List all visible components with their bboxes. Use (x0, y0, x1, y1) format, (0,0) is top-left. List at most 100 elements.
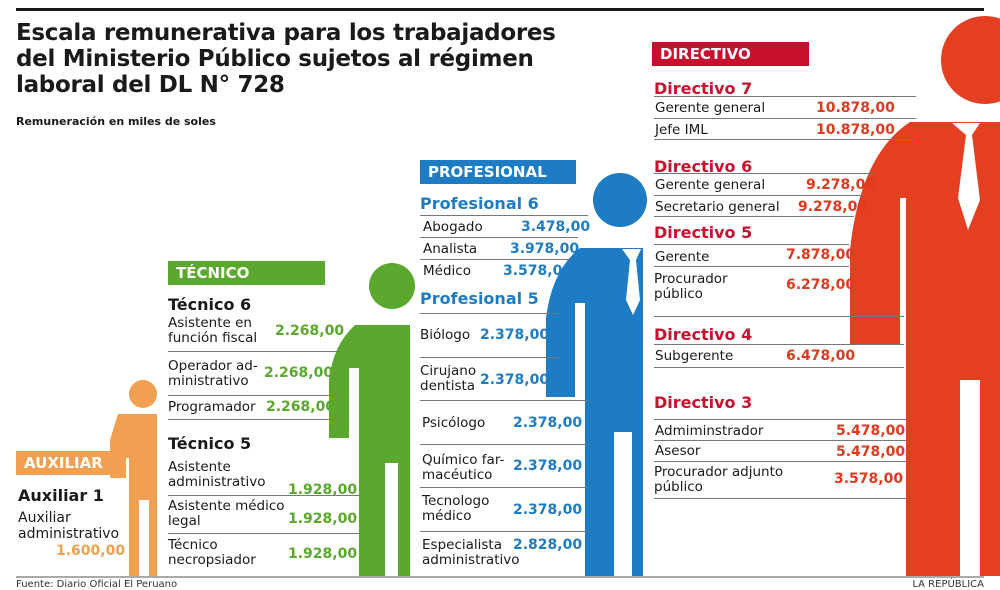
table-row: Abogado 3.478,00 (420, 215, 590, 235)
auxiliar-1-title: Auxiliar 1 (18, 486, 104, 505)
table-row: Químico far-macéutico 2.378,00 (420, 444, 588, 483)
subtitle: Remuneración en miles de soles (16, 115, 216, 128)
role-label: Biólogo (420, 327, 471, 343)
role-label: Gerente (655, 249, 710, 265)
table-row: Subgerente 6.478,00 (654, 344, 904, 364)
directivo-3-title: Directivo 3 (654, 393, 753, 412)
auxiliar-banner: AUXILIAR (16, 451, 116, 475)
tecnico-6-title: Técnico 6 (168, 295, 252, 314)
role-label: Cirujano dentista (420, 363, 477, 394)
role-label: Procurador adjunto público (654, 464, 784, 495)
table-row: Jefe IML 10.878,00 (654, 118, 916, 138)
row-divider (168, 419, 340, 420)
role-label: Asistente médico legal (168, 498, 285, 529)
salary-value: 1.928,00 (288, 482, 358, 498)
role-label: Admiminstrador (655, 423, 764, 439)
table-row: Asesor 5.478,00 (654, 440, 906, 460)
table-row: Especialista administrativo 2.828,00 (420, 531, 588, 568)
role-label: Abogado (423, 219, 483, 235)
salary-value: 5.478,00 (836, 444, 906, 460)
salary-value: 7.878,00 (786, 247, 856, 263)
salary-value: 10.878,00 (816, 100, 895, 116)
publisher-brand: LA REPÚBLICA (912, 579, 984, 590)
salary-value: 6.278,00 (786, 277, 856, 293)
table-row: Psicólogo 2.378,00 (420, 400, 588, 431)
salary-value: 2.378,00 (513, 458, 583, 474)
salary-value: 10.878,00 (816, 122, 895, 138)
salary-value: 2.828,00 (513, 537, 583, 553)
salary-value: 3.478,00 (521, 219, 591, 235)
salary-value: 2.268,00 (264, 365, 334, 381)
salary-value: 2.378,00 (480, 327, 550, 343)
source-note: Fuente: Diario Oficial El Peruano (16, 579, 178, 590)
row-divider (654, 316, 904, 317)
role-label: Operador ad-ministrativo (168, 358, 258, 389)
role-label: Jefe IML (655, 122, 708, 138)
table-row: Biólogo 2.378,00 (420, 313, 558, 343)
role-label: Psicólogo (422, 415, 486, 431)
salary-value: 9.278,00 (806, 177, 876, 193)
role-label: Especialista administrativo (422, 537, 520, 568)
footer-rule (16, 576, 984, 578)
directivo-6-title: Directivo 6 (654, 157, 753, 176)
row-divider (654, 367, 904, 368)
top-rule (16, 8, 984, 11)
table-row: Gerente general 10.878,00 (654, 96, 916, 116)
role-label: Asesor (655, 443, 701, 459)
tecnico-banner: TÉCNICO (168, 261, 325, 285)
directivo-4-title: Directivo 4 (654, 325, 753, 344)
directivo-banner: DIRECTIVO (652, 42, 809, 66)
salary-value: 2.268,00 (275, 323, 345, 339)
table-row: Asistente médico legal 1.928,00 (168, 495, 360, 529)
page-title: Escala remunerativa para los trabajadore… (16, 20, 556, 98)
table-row: Procurador público 6.278,00 (654, 266, 855, 302)
profesional-6-title: Profesional 6 (420, 194, 539, 213)
row-divider (654, 216, 854, 217)
role-label: Asistente en función fiscal (168, 315, 258, 346)
role-label: Asistente administrativo (168, 459, 266, 490)
role-label: Programador (168, 399, 256, 415)
role-label: Subgerente (655, 348, 734, 364)
salary-value: 3.578,00 (503, 263, 573, 279)
table-row: Operador ad-ministrativo 2.268,00 (168, 351, 340, 389)
salary-value: 2.378,00 (480, 372, 550, 388)
role-label: Químico far-macéutico (422, 452, 505, 483)
auxiliar-1-role: Auxiliar administrativo (18, 510, 120, 542)
table-row: Secretario general 9.278,00 (654, 195, 867, 215)
role-label: Tecnologo médico (422, 493, 490, 524)
auxiliar-1-salary: 1.600,00 (56, 543, 126, 559)
role-label: Técnico necropsiador (168, 537, 256, 568)
salary-value: 9.278,00 (798, 199, 868, 215)
profesional-5-title: Profesional 5 (420, 289, 539, 308)
table-row: Cirujano dentista 2.378,00 (420, 357, 558, 394)
row-divider (654, 139, 916, 140)
tecnico-5-title: Técnico 5 (168, 434, 252, 453)
table-row: Admiminstrador 5.478,00 (654, 419, 906, 439)
table-row: Técnico necropsiador 1.928,00 (168, 533, 360, 568)
table-row: Gerente general 9.278,00 (654, 173, 875, 193)
role-label: Médico (423, 263, 471, 279)
role-label: Gerente general (655, 177, 766, 193)
role-label: Procurador público (654, 271, 728, 302)
salary-value: 2.378,00 (513, 415, 583, 431)
table-row: Tecnologo médico 2.378,00 (420, 487, 588, 524)
table-row: Procurador adjunto público 3.578,00 (654, 461, 906, 495)
salary-value: 1.928,00 (288, 546, 358, 562)
table-row: Médico 3.578,00 (420, 259, 572, 279)
salary-value: 6.478,00 (786, 348, 856, 364)
row-divider (654, 498, 906, 499)
profesional-banner: PROFESIONAL (420, 160, 576, 184)
role-label: Secretario general (655, 199, 780, 215)
salary-value: 5.478,00 (836, 423, 906, 439)
salary-value: 2.378,00 (513, 502, 583, 518)
salary-value: 3.578,00 (834, 471, 904, 487)
salary-value: 3.978,00 (510, 241, 580, 257)
salary-value: 1.928,00 (288, 511, 358, 527)
directivo-5-title: Directivo 5 (654, 223, 753, 242)
table-row: Analista 3.978,00 (420, 237, 579, 257)
salary-value: 2.268,00 (266, 399, 336, 415)
directivo-7-title: Directivo 7 (654, 79, 753, 98)
table-row: Gerente 7.878,00 (654, 244, 855, 265)
role-label: Gerente general (655, 100, 766, 116)
